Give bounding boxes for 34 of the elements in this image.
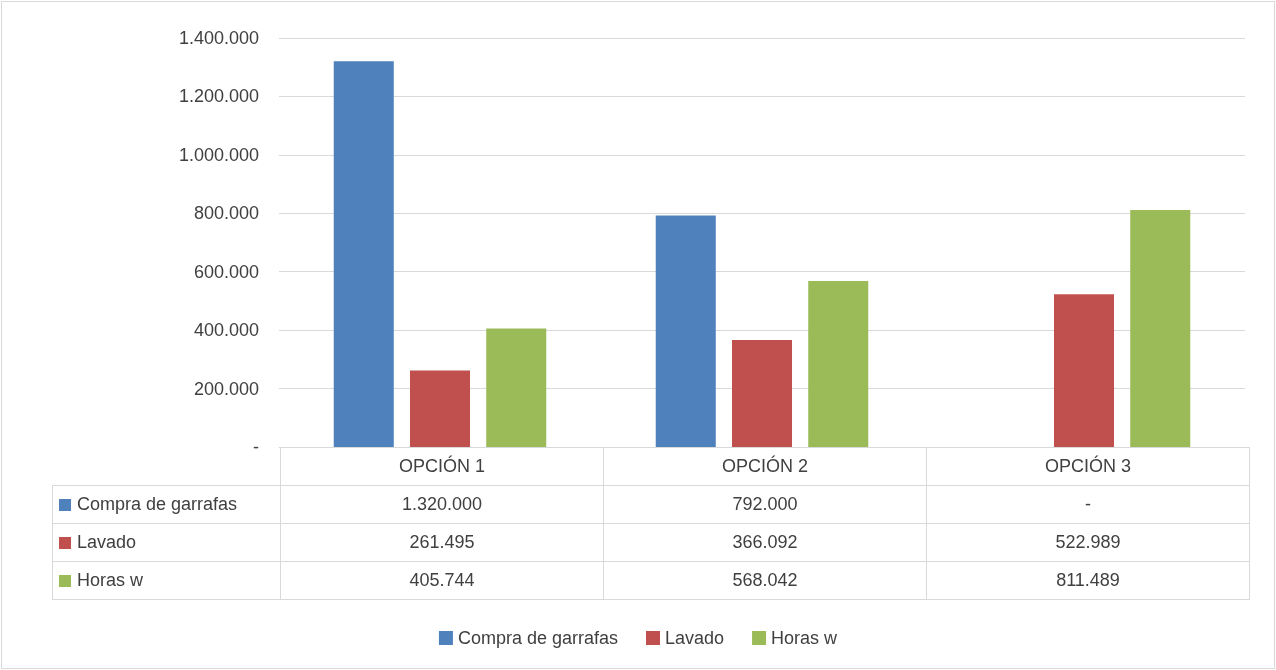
data-label: 568.042 [603,561,927,600]
bar [731,340,793,447]
legend-label: Horas w [771,628,839,648]
data-label: 811.489 [926,561,1250,600]
bar [486,328,547,447]
text: - [1085,494,1091,514]
bar [409,370,471,447]
y-tick-label: 200.000 [193,378,259,399]
x-tick-label: OPCIÓN 2 [603,447,927,486]
x-tick-label: OPCIÓN 3 [926,447,1250,486]
legend-label: Lavado [665,628,725,648]
bar [1053,294,1115,447]
data-label: 261.495 [280,523,604,562]
data-label: 792.000 [603,485,927,524]
text: Lavado [77,532,137,552]
data-label: 366.092 [603,523,927,562]
y-tick-label: 1.200.000 [178,86,259,107]
data-label: 405.744 [280,561,604,600]
bar [655,215,716,447]
bar [333,61,394,447]
y-tick-label: - [253,437,259,457]
legend-label: Compra de garrafas [52,485,281,524]
text: Compra de garrafas [457,628,619,648]
x-tick-label: OPCIÓN 1 [280,447,604,486]
y-tick-label: 800.000 [193,203,259,224]
y-tick-label: 1.400.000 [178,28,259,48]
y-tick-label: 1.000.000 [178,144,259,165]
data-label: 1.320.000 [280,485,604,524]
y-tick-label: 400.000 [193,320,259,341]
bar [808,281,869,447]
y-tick-label: 600.000 [193,261,259,282]
text: Horas w [77,570,144,590]
data-label: 522.989 [926,523,1250,562]
bar [1130,209,1191,447]
